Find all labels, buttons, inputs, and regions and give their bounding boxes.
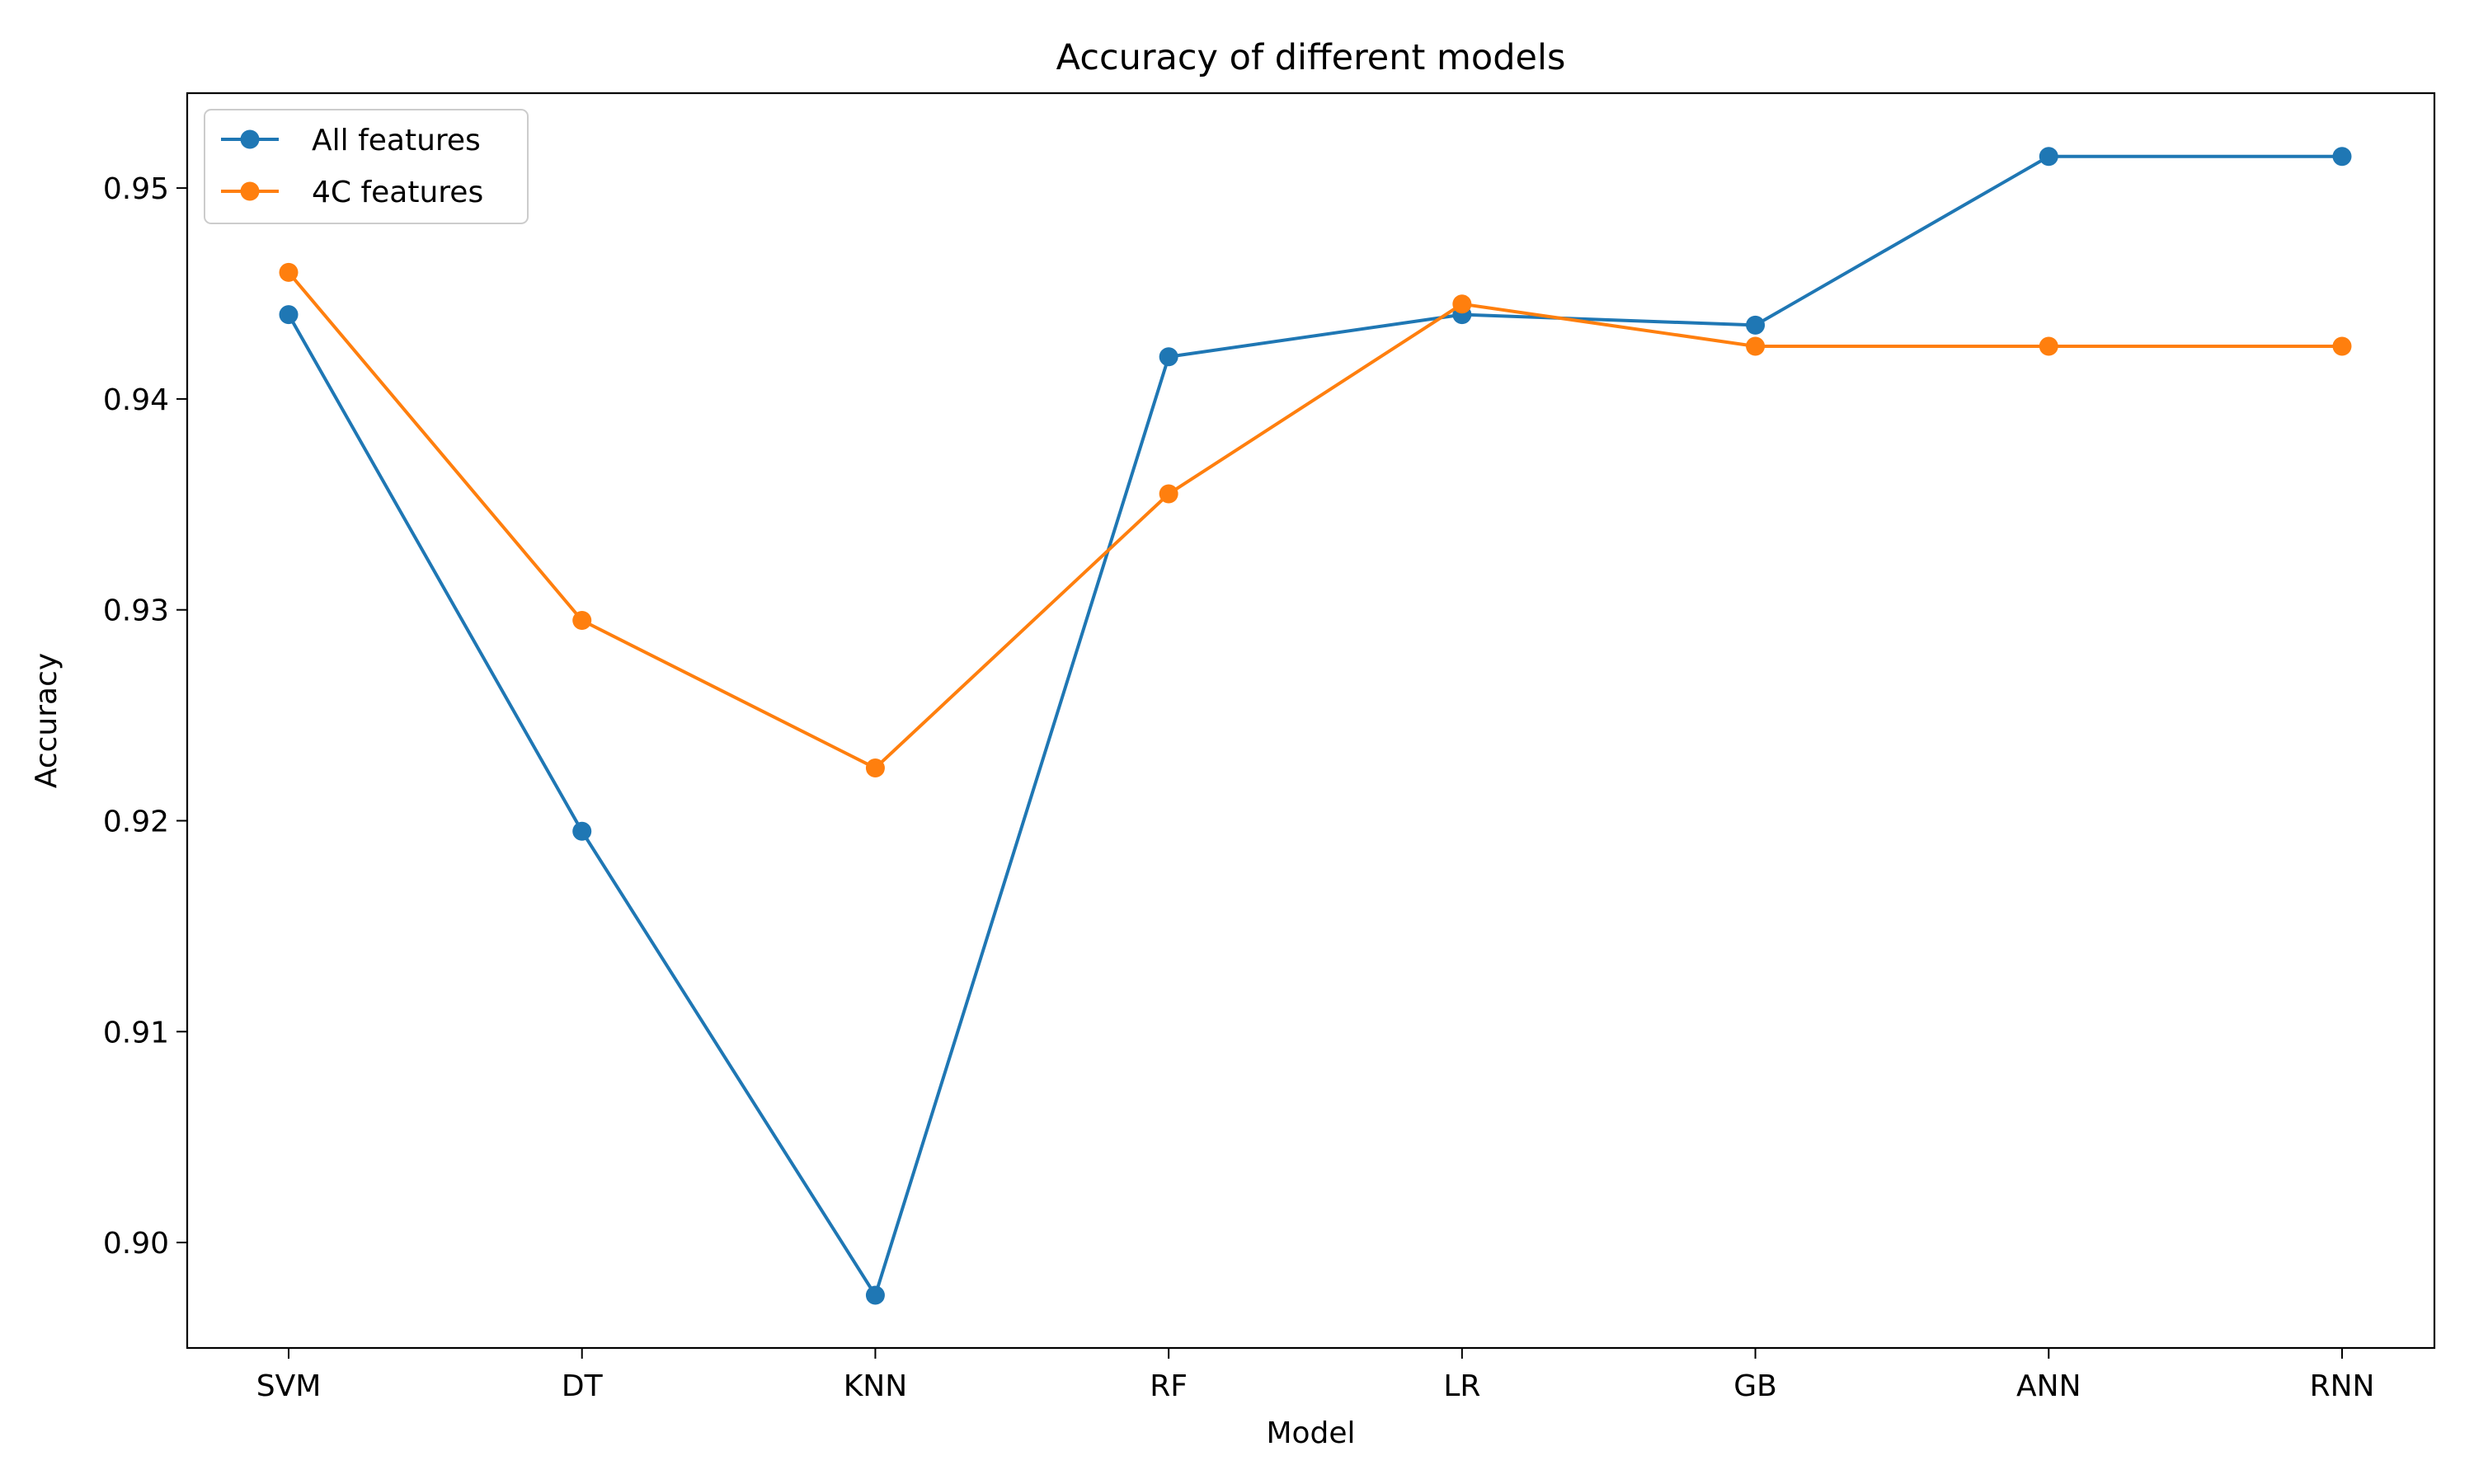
data-point [1159, 484, 1178, 504]
legend-marker [240, 129, 260, 149]
x-tick-label: LR [1443, 1369, 1480, 1403]
legend-entry: All features [221, 124, 481, 157]
x-axis-title: Model [1266, 1416, 1355, 1450]
data-point [2332, 336, 2352, 356]
data-point [2039, 147, 2058, 167]
y-tick-label: 0.91 [103, 1016, 169, 1050]
data-point [865, 1285, 885, 1305]
series-1 [279, 147, 2352, 1305]
x-tick-label: GB [1733, 1369, 1777, 1403]
series-2 [279, 262, 2352, 778]
x-tick-label: ANN [2016, 1369, 2081, 1403]
data-point [2039, 336, 2058, 356]
y-tick-label: 0.95 [103, 172, 169, 206]
plot-frame [186, 92, 2436, 1350]
y-tick-label: 0.92 [103, 805, 169, 839]
legend: All features 4C features [204, 109, 529, 224]
series-line [287, 271, 2342, 770]
data-point [1746, 336, 1766, 356]
data-point [572, 821, 592, 841]
data-point [279, 262, 299, 282]
data-point [1159, 347, 1178, 367]
chart-title: Accuracy of different models [1056, 37, 1566, 78]
legend-marker [240, 181, 260, 201]
data-point [1746, 315, 1766, 335]
data-point [279, 305, 299, 325]
y-axis: 0.90 0.91 0.92 0.93 0.94 0.95 [103, 172, 187, 1261]
x-tick-label: SVM [256, 1369, 322, 1403]
x-axis: SVM DT KNN RF LR GB ANN RNN [256, 1348, 2375, 1403]
data-point [572, 610, 592, 630]
data-point [1452, 294, 1472, 314]
series-line [287, 154, 2342, 1298]
legend-entry: 4C features [221, 176, 483, 209]
y-tick-label: 0.90 [103, 1227, 169, 1261]
legend-label: All features [312, 124, 481, 157]
x-tick-label: KNN [844, 1369, 907, 1403]
legend-label: 4C features [312, 176, 483, 209]
y-axis-title: Accuracy [30, 653, 63, 788]
y-tick-label: 0.93 [103, 594, 169, 628]
data-point [2332, 147, 2352, 167]
legend-box [204, 109, 529, 224]
data-point [865, 758, 885, 778]
y-tick-label: 0.94 [103, 383, 169, 417]
plot-area [186, 92, 2436, 1350]
x-tick-label: DT [562, 1369, 604, 1403]
x-tick-label: RF [1150, 1369, 1188, 1403]
x-tick-label: RNN [2310, 1369, 2375, 1403]
series-layer [279, 147, 2352, 1305]
